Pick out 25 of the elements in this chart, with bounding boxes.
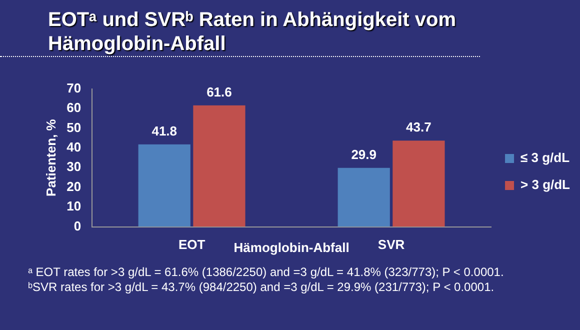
y-axis-title: Patienten, %: [43, 118, 58, 196]
x-tick-label: EOT: [178, 237, 206, 252]
y-tick-label: 70: [66, 80, 82, 96]
x-axis-title: Hämoglobin-Abfall: [234, 240, 350, 255]
text: ᵇSVR rates for >3 g/dL = 43.7% (984/2250) and =3 g/dL = 29.9% (231/773); P < 0.0001.: [28, 280, 496, 295]
text: ᵃ EOT rates for >3 g/dL = 61.6% (1386/2250) and =3 g/dL = 41.8% (323/773); P < 0.0001.: [28, 265, 504, 280]
bar: [138, 144, 190, 227]
legend-label: ≤ 3 g/dL: [520, 150, 570, 166]
data-label: 43.7: [406, 120, 432, 135]
legend-label: > 3 g/dL: [520, 177, 570, 192]
y-tick-label: 40: [66, 140, 82, 155]
y-tick-label: 0: [74, 218, 82, 234]
y-tick-label: 60: [66, 100, 82, 116]
y-tick-label: 20: [66, 178, 82, 194]
chart-title: EOTᵃ und SVRᵇ Raten in Abhängigkeit vom Hämoglobin-Abfall: [48, 8, 457, 56]
x-tick-label: SVR: [378, 237, 406, 252]
data-label: 41.8: [152, 123, 178, 138]
data-label: 29.9: [351, 146, 377, 162]
data-label: 61.6: [206, 84, 232, 100]
bar: [392, 140, 445, 227]
y-tick-label: 30: [66, 159, 82, 174]
bar: [338, 168, 390, 227]
y-tick-label: 10: [66, 198, 82, 214]
bar: [193, 105, 246, 227]
y-tick-label: 50: [66, 120, 82, 135]
